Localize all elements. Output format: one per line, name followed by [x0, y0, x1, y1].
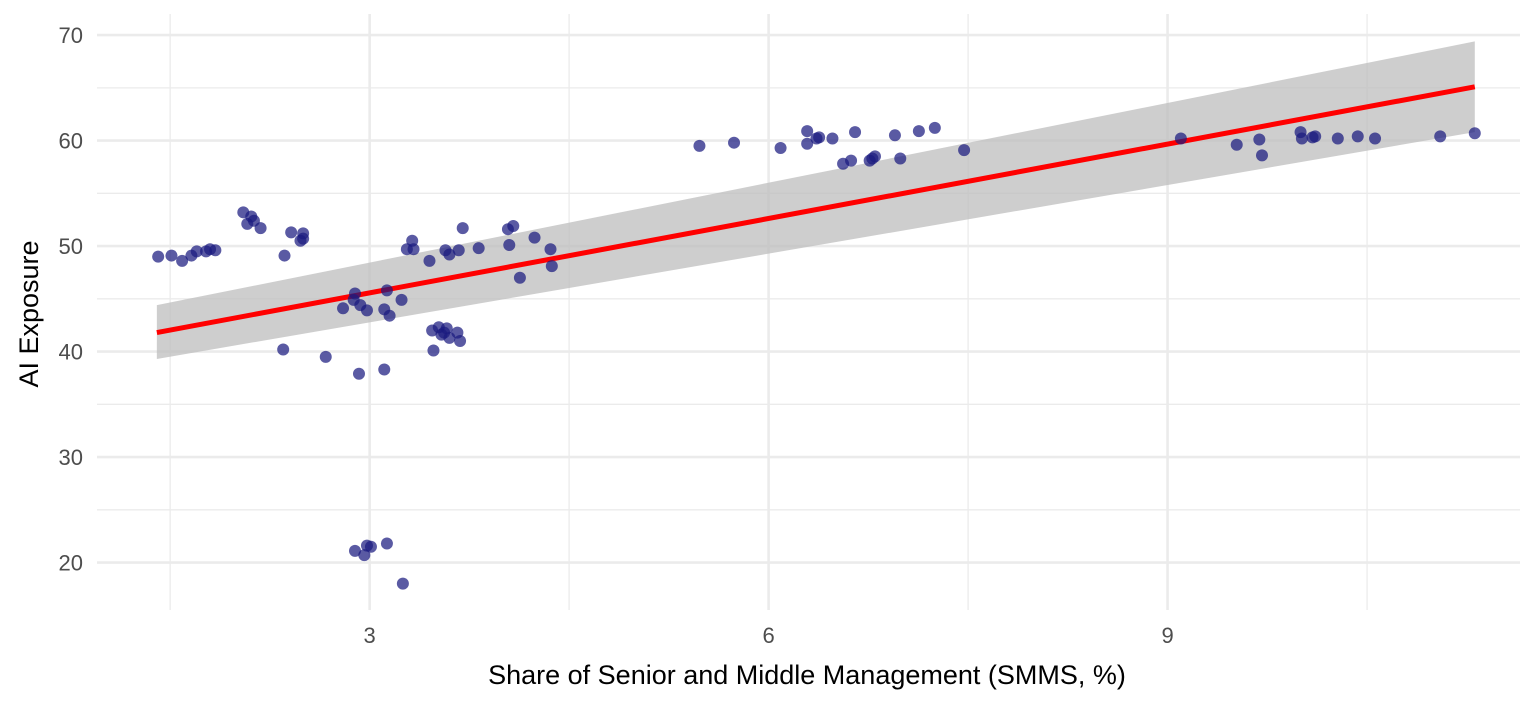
data-point	[165, 249, 178, 262]
data-point	[1174, 132, 1187, 145]
y-tick-label: 30	[59, 445, 83, 470]
data-point	[774, 141, 787, 154]
data-point	[545, 260, 558, 273]
data-point	[352, 367, 365, 380]
data-point	[693, 139, 706, 152]
y-tick-label: 40	[59, 340, 83, 365]
data-point	[176, 254, 189, 267]
confidence-band-group	[156, 41, 1475, 359]
data-point	[440, 322, 453, 335]
data-point	[801, 125, 814, 138]
data-point	[958, 144, 971, 157]
fit-line	[156, 84, 1476, 336]
data-point	[423, 254, 436, 267]
y-tick-labels: 20 30 40 50 60 70	[59, 23, 83, 575]
confidence-band	[156, 41, 1475, 359]
data-point	[1253, 133, 1266, 146]
y-tick-label: 70	[59, 23, 83, 48]
x-tick-labels: 3 6 9	[364, 623, 1174, 648]
data-point	[868, 150, 881, 163]
data-point	[285, 226, 298, 239]
data-point	[503, 239, 516, 252]
data-point	[912, 125, 925, 138]
data-point	[849, 126, 862, 139]
data-point	[1255, 149, 1268, 162]
data-point	[278, 249, 291, 262]
data-point	[456, 222, 469, 235]
y-tick-label: 50	[59, 234, 83, 259]
y-tick-label: 60	[59, 129, 83, 154]
data-point	[396, 577, 409, 590]
data-point	[1468, 127, 1481, 140]
data-point	[513, 271, 526, 284]
data-point	[297, 232, 310, 245]
data-point	[728, 136, 741, 149]
y-axis-title: AI Exposure	[14, 240, 44, 387]
data-point	[1230, 138, 1243, 151]
data-point	[380, 284, 393, 297]
data-point	[454, 335, 467, 348]
data-point	[209, 244, 222, 257]
data-point	[360, 304, 373, 317]
data-point	[254, 222, 267, 235]
data-point	[443, 248, 456, 261]
x-tick-label: 6	[762, 623, 774, 648]
data-point	[528, 231, 541, 244]
data-point	[407, 243, 420, 256]
data-point	[378, 363, 391, 376]
data-point	[349, 544, 362, 557]
data-point	[928, 121, 941, 134]
x-tick-label: 9	[1161, 623, 1173, 648]
data-point	[845, 154, 858, 167]
y-tick-label: 20	[59, 551, 83, 576]
data-point	[337, 302, 350, 315]
data-point	[452, 244, 465, 257]
data-point	[364, 540, 377, 553]
data-point	[826, 132, 839, 145]
data-point	[1309, 130, 1322, 143]
data-point	[801, 137, 814, 150]
data-point	[1295, 132, 1308, 145]
data-point	[395, 293, 408, 306]
data-point	[427, 344, 440, 357]
data-point	[472, 242, 485, 255]
fit-line-group	[156, 84, 1476, 336]
data-point	[349, 287, 362, 300]
data-point	[544, 243, 557, 256]
data-point	[190, 245, 203, 258]
data-point	[894, 152, 907, 165]
data-point	[152, 250, 165, 263]
data-point	[1351, 130, 1364, 143]
x-axis-title: Share of Senior and Middle Management (S…	[488, 660, 1126, 690]
data-point	[380, 537, 393, 550]
data-point	[507, 220, 520, 233]
data-point	[1331, 132, 1344, 145]
data-point	[888, 129, 901, 142]
data-point	[319, 350, 332, 363]
data-point	[358, 549, 371, 562]
data-point	[277, 343, 290, 356]
data-point	[1369, 132, 1382, 145]
data-point	[813, 131, 826, 144]
x-tick-label: 3	[364, 623, 376, 648]
data-point	[383, 309, 396, 322]
data-points	[152, 121, 1481, 590]
data-point	[1434, 130, 1447, 143]
